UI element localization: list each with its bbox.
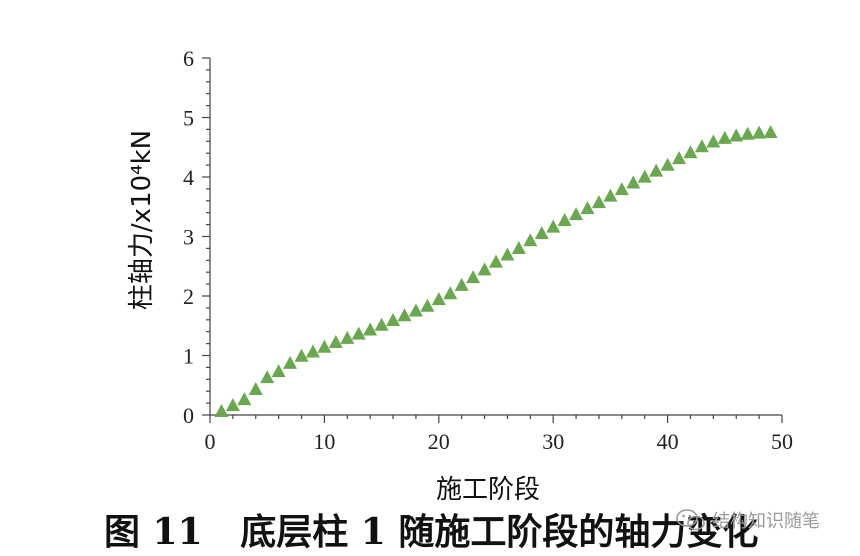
data-point bbox=[752, 125, 767, 139]
data-point bbox=[557, 213, 572, 227]
data-point bbox=[420, 298, 435, 312]
data-point bbox=[683, 145, 698, 159]
data-point bbox=[729, 128, 744, 142]
data-point bbox=[706, 134, 721, 148]
data-point bbox=[649, 163, 664, 177]
data-point bbox=[225, 398, 240, 412]
data-point bbox=[283, 355, 298, 369]
data-point bbox=[672, 151, 687, 165]
x-axis: 0 10 20 30 40 50 bbox=[205, 414, 793, 454]
data-point bbox=[397, 308, 412, 322]
data-point bbox=[237, 392, 252, 406]
y-axis-title: 柱轴力/x10⁴kN bbox=[127, 130, 157, 310]
data-point bbox=[454, 277, 469, 291]
data-point bbox=[511, 240, 526, 254]
data-point bbox=[603, 188, 618, 202]
data-point bbox=[580, 201, 595, 215]
data-point bbox=[591, 195, 606, 209]
x-tick-label: 0 bbox=[205, 429, 216, 454]
data-point bbox=[489, 254, 503, 268]
data-point bbox=[546, 219, 561, 233]
y-tick-label: 0 bbox=[183, 403, 194, 428]
watermark: 结构知识随笔 bbox=[676, 504, 820, 536]
chart: 0 10 20 30 40 50 0 1 2 3 4 5 6 施工阶段 柱轴力/x10⁴kN bbox=[127, 46, 793, 500]
data-point bbox=[374, 317, 389, 331]
data-point bbox=[305, 344, 320, 358]
y-tick-label: 3 bbox=[183, 225, 194, 250]
data-point bbox=[534, 226, 549, 240]
data-point bbox=[626, 175, 641, 189]
y-tick-label: 1 bbox=[183, 344, 194, 369]
data-point bbox=[271, 364, 286, 378]
data-point bbox=[431, 292, 446, 306]
data-point bbox=[660, 157, 675, 171]
data-point bbox=[694, 139, 709, 153]
data-point bbox=[260, 370, 275, 384]
data-point bbox=[317, 339, 332, 353]
data-point bbox=[328, 335, 343, 349]
data-point bbox=[466, 270, 481, 284]
y-tick-label: 5 bbox=[183, 106, 194, 131]
x-tick-label: 20 bbox=[428, 429, 450, 454]
data-point bbox=[351, 326, 366, 340]
y-tick-label: 4 bbox=[183, 165, 194, 190]
x-tick-label: 10 bbox=[313, 429, 335, 454]
x-tick-label: 40 bbox=[657, 429, 679, 454]
data-point bbox=[637, 169, 652, 183]
data-point bbox=[614, 182, 629, 196]
data-point bbox=[717, 130, 732, 144]
data-point bbox=[523, 233, 538, 247]
x-axis-title: 施工阶段 bbox=[436, 475, 540, 500]
wechat-icon bbox=[676, 509, 705, 531]
data-point bbox=[294, 348, 309, 362]
data-point bbox=[248, 382, 263, 396]
data-point bbox=[340, 330, 355, 344]
y-axis: 0 1 2 3 4 5 6 bbox=[183, 46, 211, 428]
watermark-text: 结构知识随笔 bbox=[712, 511, 820, 532]
data-point bbox=[214, 404, 229, 418]
x-tick-label: 50 bbox=[771, 429, 793, 454]
data-point bbox=[477, 262, 492, 276]
data-point bbox=[408, 303, 423, 317]
data-point bbox=[363, 322, 378, 336]
data-point bbox=[386, 312, 401, 326]
data-point bbox=[500, 247, 515, 261]
y-tick-label: 2 bbox=[183, 284, 194, 309]
figure-caption: 图 11 底层柱 1 随施工阶段的轴力变化 bbox=[104, 511, 759, 553]
data-point bbox=[569, 207, 584, 221]
x-tick-label: 30 bbox=[542, 429, 564, 454]
data-point bbox=[740, 126, 755, 140]
data-series bbox=[214, 124, 778, 418]
data-point bbox=[443, 286, 458, 300]
y-tick-label: 6 bbox=[183, 46, 194, 71]
data-point bbox=[763, 124, 778, 138]
